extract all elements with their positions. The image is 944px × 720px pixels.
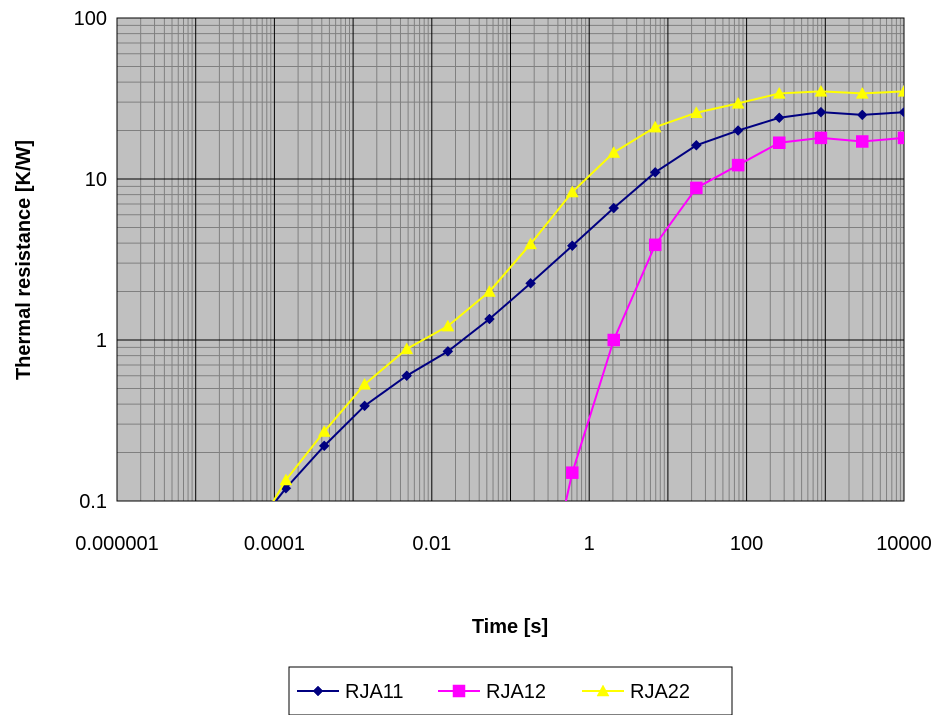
grid: [116, 17, 905, 502]
x-tick-label: 100: [730, 533, 763, 555]
data-point-rja22: [855, 86, 869, 99]
legend-box: [288, 666, 733, 716]
data-point-rja12: [897, 131, 904, 145]
legend: RJA11 RJA12 RJA22: [288, 666, 733, 716]
legend-label-rja11: RJA11: [345, 681, 404, 703]
data-point-rja12: [773, 136, 786, 149]
data-point-rja11: [401, 370, 413, 382]
data-point-rja11: [566, 240, 578, 252]
x-tick-label: 0.01: [412, 533, 451, 555]
data-point-rja22: [441, 319, 455, 332]
data-point-rja11: [649, 166, 661, 178]
data-point-rja12: [648, 238, 662, 252]
data-point-rja22: [524, 237, 538, 250]
data-point-rja22: [607, 146, 621, 158]
data-point-rja11: [691, 139, 702, 151]
series-line-rja12: [564, 136, 904, 501]
data-point-rja12: [607, 333, 620, 347]
legend-label-rja12: RJA12: [486, 681, 546, 703]
data-point-rja11: [898, 106, 904, 118]
y-axis-title: Thermal resistance [K/W]: [13, 140, 35, 380]
x-tick-label: 0.000001: [75, 533, 158, 555]
data-point-rja22: [731, 96, 745, 109]
data-point-rja22: [689, 106, 703, 118]
data-point-rja22: [814, 84, 828, 97]
x-tick-label: 10000: [876, 533, 932, 555]
data-point-rja12: [690, 181, 703, 195]
data-point-rja12: [731, 158, 745, 172]
data-point-rja11: [318, 440, 330, 452]
legend-label-rja22: RJA22: [630, 681, 690, 703]
plot-border: [116, 17, 905, 502]
data-point-rja11: [732, 125, 744, 136]
x-axis-title: Time [s]: [472, 616, 548, 638]
data-point-rja11: [484, 313, 495, 325]
legend-marker-rja12: [452, 684, 466, 698]
y-tick-label: 10: [85, 169, 107, 191]
data-point-rja22: [358, 377, 372, 390]
series-layer: [272, 84, 904, 501]
data-point-rja11: [525, 277, 536, 289]
data-point-rja22: [400, 342, 414, 355]
data-point-rja22: [279, 473, 293, 486]
legend-marker-rja11: [312, 685, 324, 697]
data-point-rja11: [359, 400, 370, 412]
data-point-rja11: [856, 109, 868, 121]
y-tick-label: 0.1: [79, 491, 107, 513]
data-point-rja11: [773, 112, 785, 124]
data-point-rja11: [608, 202, 620, 214]
data-point-rja22: [565, 185, 579, 198]
data-point-rja22: [772, 86, 786, 99]
data-point-rja12: [856, 135, 869, 148]
data-point-rja22: [648, 120, 662, 133]
data-point-rja12: [814, 131, 828, 145]
data-point-rja22: [317, 425, 331, 437]
legend-marker-rja22: [596, 684, 610, 697]
x-tick-label: 1: [584, 533, 595, 555]
y-tick-label: 100: [74, 8, 107, 30]
data-point-rja22: [483, 285, 496, 297]
data-point-rja11: [815, 106, 827, 118]
data-point-rja11: [442, 346, 454, 357]
y-tick-label: 1: [96, 330, 107, 352]
x-tick-label: 0.0001: [244, 533, 305, 555]
data-point-rja12: [566, 466, 579, 479]
data-point-rja22: [897, 84, 904, 97]
tick-labels: 0.000001 0.0001 0.01 1 100 10000 0.1 1 10 100: [74, 8, 932, 555]
